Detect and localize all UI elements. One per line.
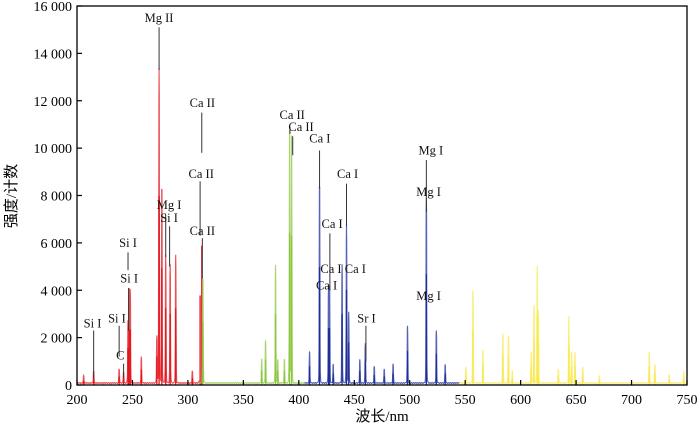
y-tick-label: 14 000	[34, 47, 73, 62]
x-tick-label: 600	[510, 393, 531, 408]
series-line-green	[198, 130, 305, 385]
annotation-label: Ca II	[190, 224, 215, 238]
annotation-label: Ca I	[337, 167, 358, 181]
y-tick-label: 0	[65, 379, 72, 394]
x-tick-label: 350	[233, 393, 254, 408]
y-tick-label: 2 000	[41, 332, 73, 347]
annotation-label: Sr I	[357, 312, 375, 326]
plot-frame	[76, 5, 688, 386]
annotation-label: Mg II	[145, 11, 174, 25]
annotation-label: Si I	[120, 271, 138, 285]
annotation-label: Ca II	[189, 167, 214, 181]
y-tick-label: 4 000	[41, 284, 73, 299]
x-tick-label: 550	[455, 393, 476, 408]
y-tick-label: 10 000	[34, 142, 73, 157]
x-tick-label: 450	[344, 393, 365, 408]
annotation-label: Mg I	[157, 198, 182, 212]
y-tick-label: 8 000	[41, 190, 73, 205]
x-tick-label: 400	[288, 393, 309, 408]
x-tick-label: 650	[566, 393, 587, 408]
x-tick-label: 300	[177, 393, 198, 408]
series-layer	[76, 67, 688, 385]
y-tick-label: 12 000	[34, 95, 73, 110]
x-tick-label: 500	[399, 393, 420, 408]
annotation-label: Ca II	[279, 108, 304, 122]
annotation-label: Si I	[108, 312, 126, 326]
annotation-label: Ca I	[309, 132, 330, 146]
y-axis-title: 强度/计数	[3, 164, 20, 228]
annotation-label: Ca II	[288, 120, 313, 134]
annotation-label: Si I	[160, 211, 178, 225]
annotation-label: Si I	[119, 236, 137, 250]
series-line-red	[76, 67, 200, 385]
annotation-label: Si I	[84, 316, 102, 330]
annotation-label: Mg I	[416, 289, 441, 303]
x-tick-label: 250	[122, 393, 143, 408]
y-tick-label: 6 000	[41, 237, 73, 252]
series-line-yellow	[459, 265, 688, 385]
annotation-label: Ca II	[190, 96, 215, 110]
series-line-blue	[304, 186, 460, 385]
annotation-label: C	[116, 348, 124, 362]
x-tick-label: 200	[67, 393, 88, 408]
x-axis-title: 波长/nm	[355, 408, 409, 425]
axis-layer: 200 250 300 350 400 450 500 550 600 650 700 750 0 2 0…	[34, 0, 698, 408]
x-tick-label: 700	[621, 393, 642, 408]
annotation-label: Mg I	[418, 143, 443, 157]
annotation-label: Mg I	[416, 185, 441, 199]
annotation-label: Ca I	[320, 262, 341, 276]
annotation-label: Ca I	[321, 217, 342, 231]
annotation-label: Ca I	[345, 262, 366, 276]
y-tick-label: 16 000	[34, 0, 73, 15]
annotation-label: Ca I	[316, 279, 337, 293]
x-tick-label: 750	[677, 393, 698, 408]
